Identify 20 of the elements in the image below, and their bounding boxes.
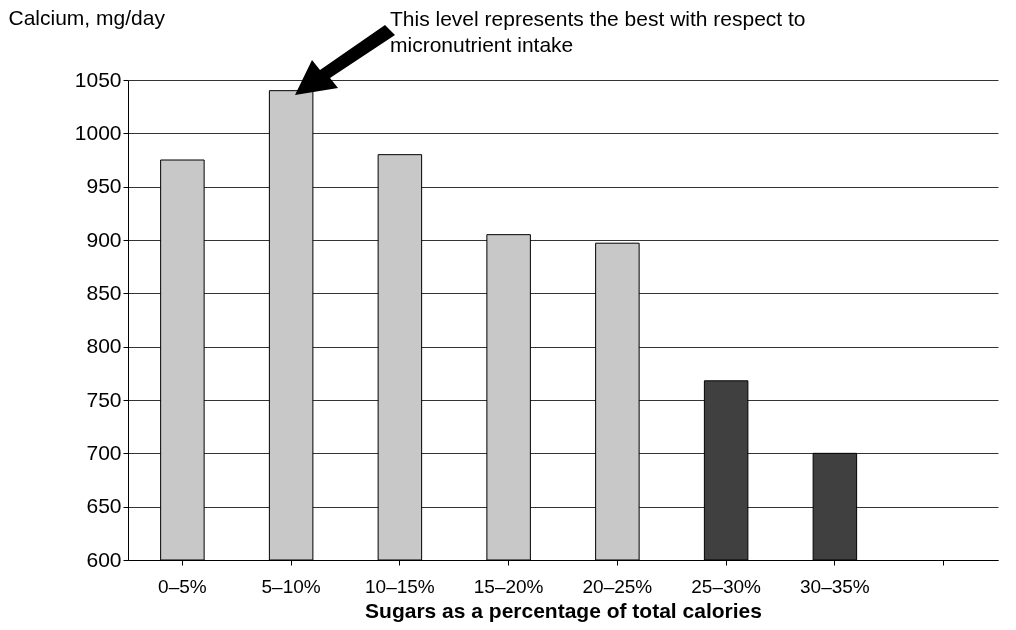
y-tick-label: 650 xyxy=(86,494,122,518)
x-tick-label: 0–5% xyxy=(158,575,207,597)
y-tick-label: 850 xyxy=(86,280,122,304)
x-tick-label: 15–20% xyxy=(473,575,544,597)
y-axis-title: Calcium, mg/day xyxy=(8,5,166,29)
x-tick-label: 20–25% xyxy=(582,575,653,597)
y-tick-label: 950 xyxy=(86,174,122,198)
y-tick-label: 700 xyxy=(86,440,122,464)
y-tick-label: 1050 xyxy=(74,67,122,91)
x-tick-label: 25–30% xyxy=(691,575,762,597)
text: This level represents the best with respect to micronutrient intake xyxy=(390,6,807,58)
x-tick-label: 5–10% xyxy=(261,575,321,597)
x-tick-label: 10–15% xyxy=(365,575,435,597)
x-axis-title: Sugars as a percentage of total calories xyxy=(365,598,762,622)
y-tick-label: 900 xyxy=(86,227,122,251)
y-tick-label: 600 xyxy=(86,547,122,571)
y-tick-label: 1000 xyxy=(74,120,122,144)
x-tick-label: 30–35% xyxy=(800,575,870,597)
y-tick-label: 750 xyxy=(86,387,122,411)
y-tick-label: 800 xyxy=(86,334,122,358)
